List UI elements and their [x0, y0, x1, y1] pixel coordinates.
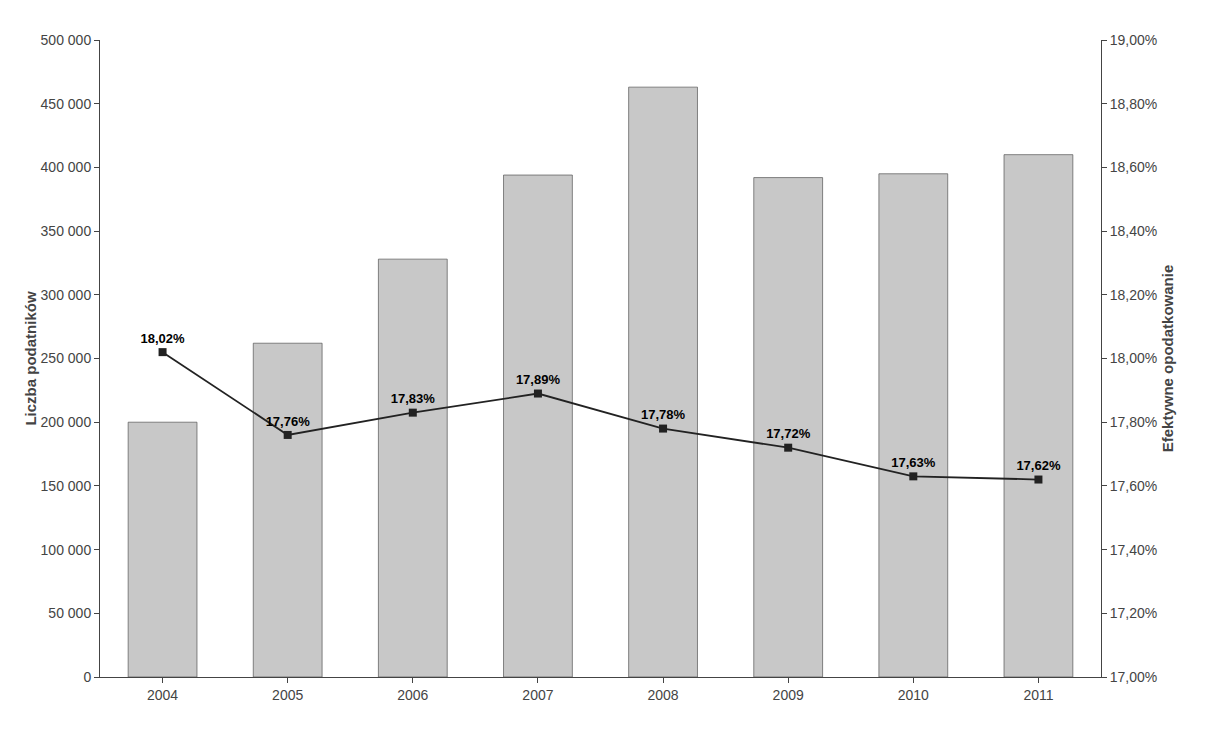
svg-text:17,62%: 17,62% [1016, 458, 1061, 473]
svg-text:18,40%: 18,40% [1110, 223, 1157, 239]
svg-text:2010: 2010 [898, 687, 929, 703]
svg-text:500 000: 500 000 [41, 32, 92, 48]
svg-text:250 000: 250 000 [41, 350, 92, 366]
svg-text:2011: 2011 [1023, 687, 1053, 703]
svg-text:2005: 2005 [272, 687, 303, 703]
svg-text:300 000: 300 000 [41, 287, 92, 303]
svg-text:17,76%: 17,76% [266, 414, 311, 429]
svg-text:19,00%: 19,00% [1110, 32, 1157, 48]
svg-text:17,00%: 17,00% [1110, 669, 1157, 685]
svg-text:450 000: 450 000 [41, 96, 92, 112]
svg-text:2007: 2007 [522, 687, 553, 703]
svg-text:Liczba podatników: Liczba podatników [22, 291, 39, 426]
svg-text:2008: 2008 [647, 687, 678, 703]
svg-text:17,80%: 17,80% [1110, 414, 1157, 430]
svg-text:400 000: 400 000 [41, 159, 92, 175]
svg-text:17,20%: 17,20% [1110, 605, 1157, 621]
svg-text:350 000: 350 000 [41, 223, 92, 239]
svg-text:150 000: 150 000 [41, 478, 92, 494]
svg-text:2006: 2006 [397, 687, 428, 703]
svg-text:17,40%: 17,40% [1110, 542, 1157, 558]
svg-text:Efektywne opodatkowanie: Efektywne opodatkowanie [1159, 265, 1176, 453]
svg-text:17,89%: 17,89% [516, 372, 561, 387]
svg-text:17,60%: 17,60% [1110, 478, 1157, 494]
svg-text:200 000: 200 000 [41, 414, 92, 430]
svg-text:17,72%: 17,72% [766, 426, 811, 441]
svg-text:18,00%: 18,00% [1110, 350, 1157, 366]
svg-text:18,20%: 18,20% [1110, 287, 1157, 303]
svg-text:0: 0 [83, 669, 91, 685]
svg-text:17,78%: 17,78% [641, 407, 686, 422]
svg-text:2004: 2004 [147, 687, 178, 703]
svg-text:18,80%: 18,80% [1110, 96, 1157, 112]
svg-text:18,60%: 18,60% [1110, 159, 1157, 175]
svg-text:2009: 2009 [773, 687, 804, 703]
svg-text:50 000: 50 000 [48, 605, 91, 621]
svg-text:17,63%: 17,63% [891, 455, 936, 470]
svg-text:17,83%: 17,83% [391, 391, 436, 406]
svg-text:18,02%: 18,02% [141, 331, 186, 346]
svg-text:100 000: 100 000 [41, 542, 92, 558]
